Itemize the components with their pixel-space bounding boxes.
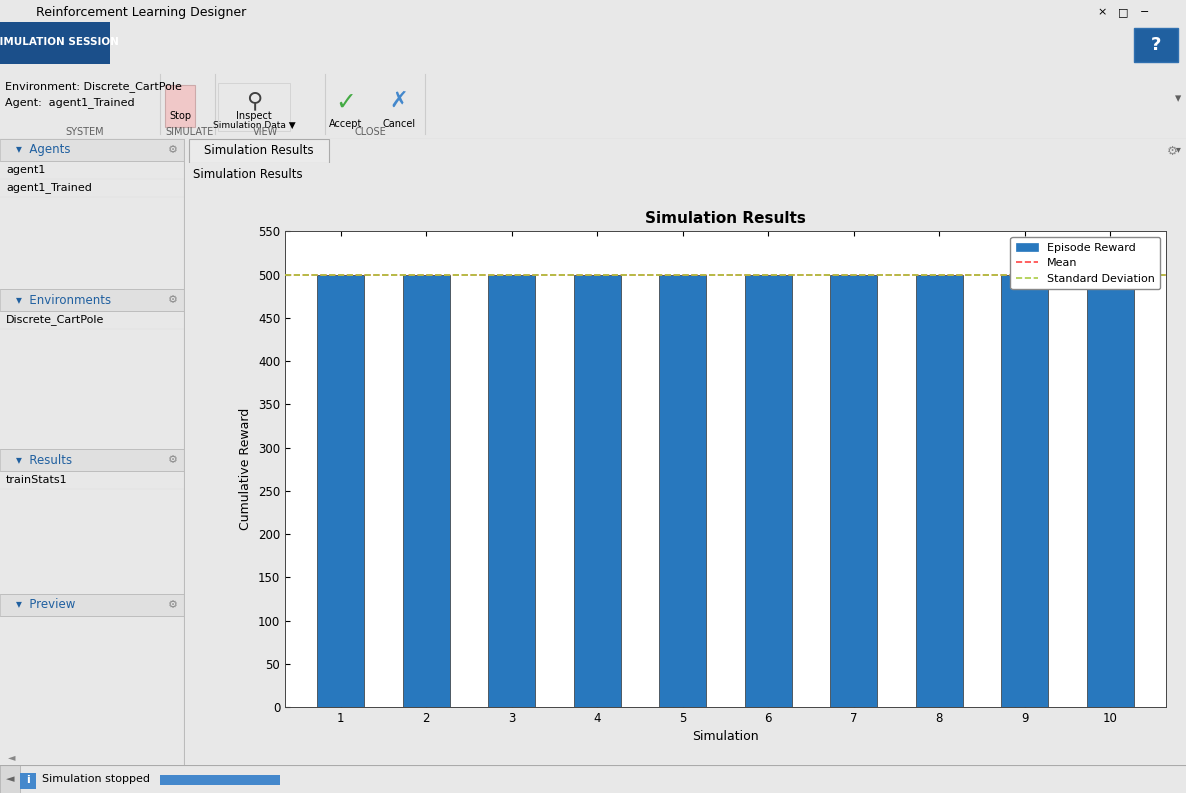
Text: □: □ — [1118, 7, 1128, 17]
Text: Simulation stopped: Simulation stopped — [42, 774, 149, 784]
Bar — [1086, 274, 1134, 707]
Text: ▾  Preview: ▾ Preview — [15, 599, 76, 611]
Text: Environment: Discrete_CartPole: Environment: Discrete_CartPole — [5, 81, 181, 92]
Bar — [1134, 28, 1178, 62]
Text: ⚲: ⚲ — [246, 91, 262, 111]
Text: SIMULATION SESSION: SIMULATION SESSION — [0, 37, 119, 47]
Text: ⚙: ⚙ — [168, 600, 178, 610]
Text: ⚙: ⚙ — [1166, 144, 1178, 158]
Bar — [1001, 274, 1048, 707]
Text: ✗: ✗ — [390, 91, 408, 111]
Text: SIMULATE: SIMULATE — [166, 127, 215, 137]
Text: ⚙: ⚙ — [168, 145, 178, 155]
Bar — [0, 449, 185, 471]
Text: agent1_Trained: agent1_Trained — [6, 182, 91, 193]
X-axis label: Simulation: Simulation — [693, 730, 759, 743]
Text: ✓: ✓ — [336, 91, 357, 115]
Bar — [830, 274, 878, 707]
Bar — [659, 274, 707, 707]
Text: ⚙: ⚙ — [168, 455, 178, 465]
Bar — [0, 139, 185, 161]
Bar — [489, 274, 535, 707]
Bar — [0, 289, 185, 311]
Text: ▾  Agents: ▾ Agents — [15, 144, 70, 156]
Text: ◄: ◄ — [8, 752, 15, 762]
Text: Simulation Data ▼: Simulation Data ▼ — [212, 121, 295, 130]
Bar — [403, 274, 449, 707]
Text: ▾: ▾ — [1175, 144, 1180, 154]
Text: ▾: ▾ — [1175, 93, 1181, 105]
Text: ◄: ◄ — [6, 774, 14, 784]
Text: Cancel: Cancel — [382, 119, 415, 129]
Bar — [20, 773, 36, 789]
Text: Inspect: Inspect — [236, 111, 272, 121]
Text: −: − — [1140, 7, 1149, 17]
Text: SYSTEM: SYSTEM — [65, 127, 104, 137]
Text: Simulation Results: Simulation Results — [204, 144, 314, 158]
Text: Reinforcement Learning Designer: Reinforcement Learning Designer — [36, 6, 246, 18]
Title: Simulation Results: Simulation Results — [645, 211, 806, 226]
Text: Simulation Results: Simulation Results — [193, 167, 302, 181]
Bar — [165, 85, 195, 127]
Bar — [218, 83, 291, 131]
Bar — [0, 22, 110, 64]
Text: CLOSE: CLOSE — [355, 127, 385, 137]
Text: Agent:  agent1_Trained: Agent: agent1_Trained — [5, 97, 135, 108]
Bar — [0, 765, 20, 793]
Text: i: i — [26, 775, 30, 785]
Bar — [574, 274, 620, 707]
Y-axis label: Cumulative Reward: Cumulative Reward — [240, 408, 253, 531]
Text: ×: × — [1097, 7, 1107, 17]
Bar — [317, 274, 364, 707]
Text: agent1: agent1 — [6, 165, 45, 175]
Bar — [189, 139, 329, 163]
Text: ?: ? — [1150, 36, 1161, 54]
Bar — [160, 775, 280, 785]
Legend: Episode Reward, Mean, Standard Deviation: Episode Reward, Mean, Standard Deviation — [1010, 237, 1160, 289]
Bar — [916, 274, 963, 707]
Text: ⚙: ⚙ — [168, 295, 178, 305]
Text: Accept: Accept — [330, 119, 363, 129]
Text: VIEW: VIEW — [254, 127, 279, 137]
Text: ▾  Environments: ▾ Environments — [15, 293, 111, 307]
Text: Discrete_CartPole: Discrete_CartPole — [6, 315, 104, 325]
Text: ▾  Results: ▾ Results — [15, 454, 72, 466]
Bar — [745, 274, 792, 707]
Bar — [0, 594, 185, 616]
Text: trainStats1: trainStats1 — [6, 475, 68, 485]
Text: Stop: Stop — [168, 111, 191, 121]
